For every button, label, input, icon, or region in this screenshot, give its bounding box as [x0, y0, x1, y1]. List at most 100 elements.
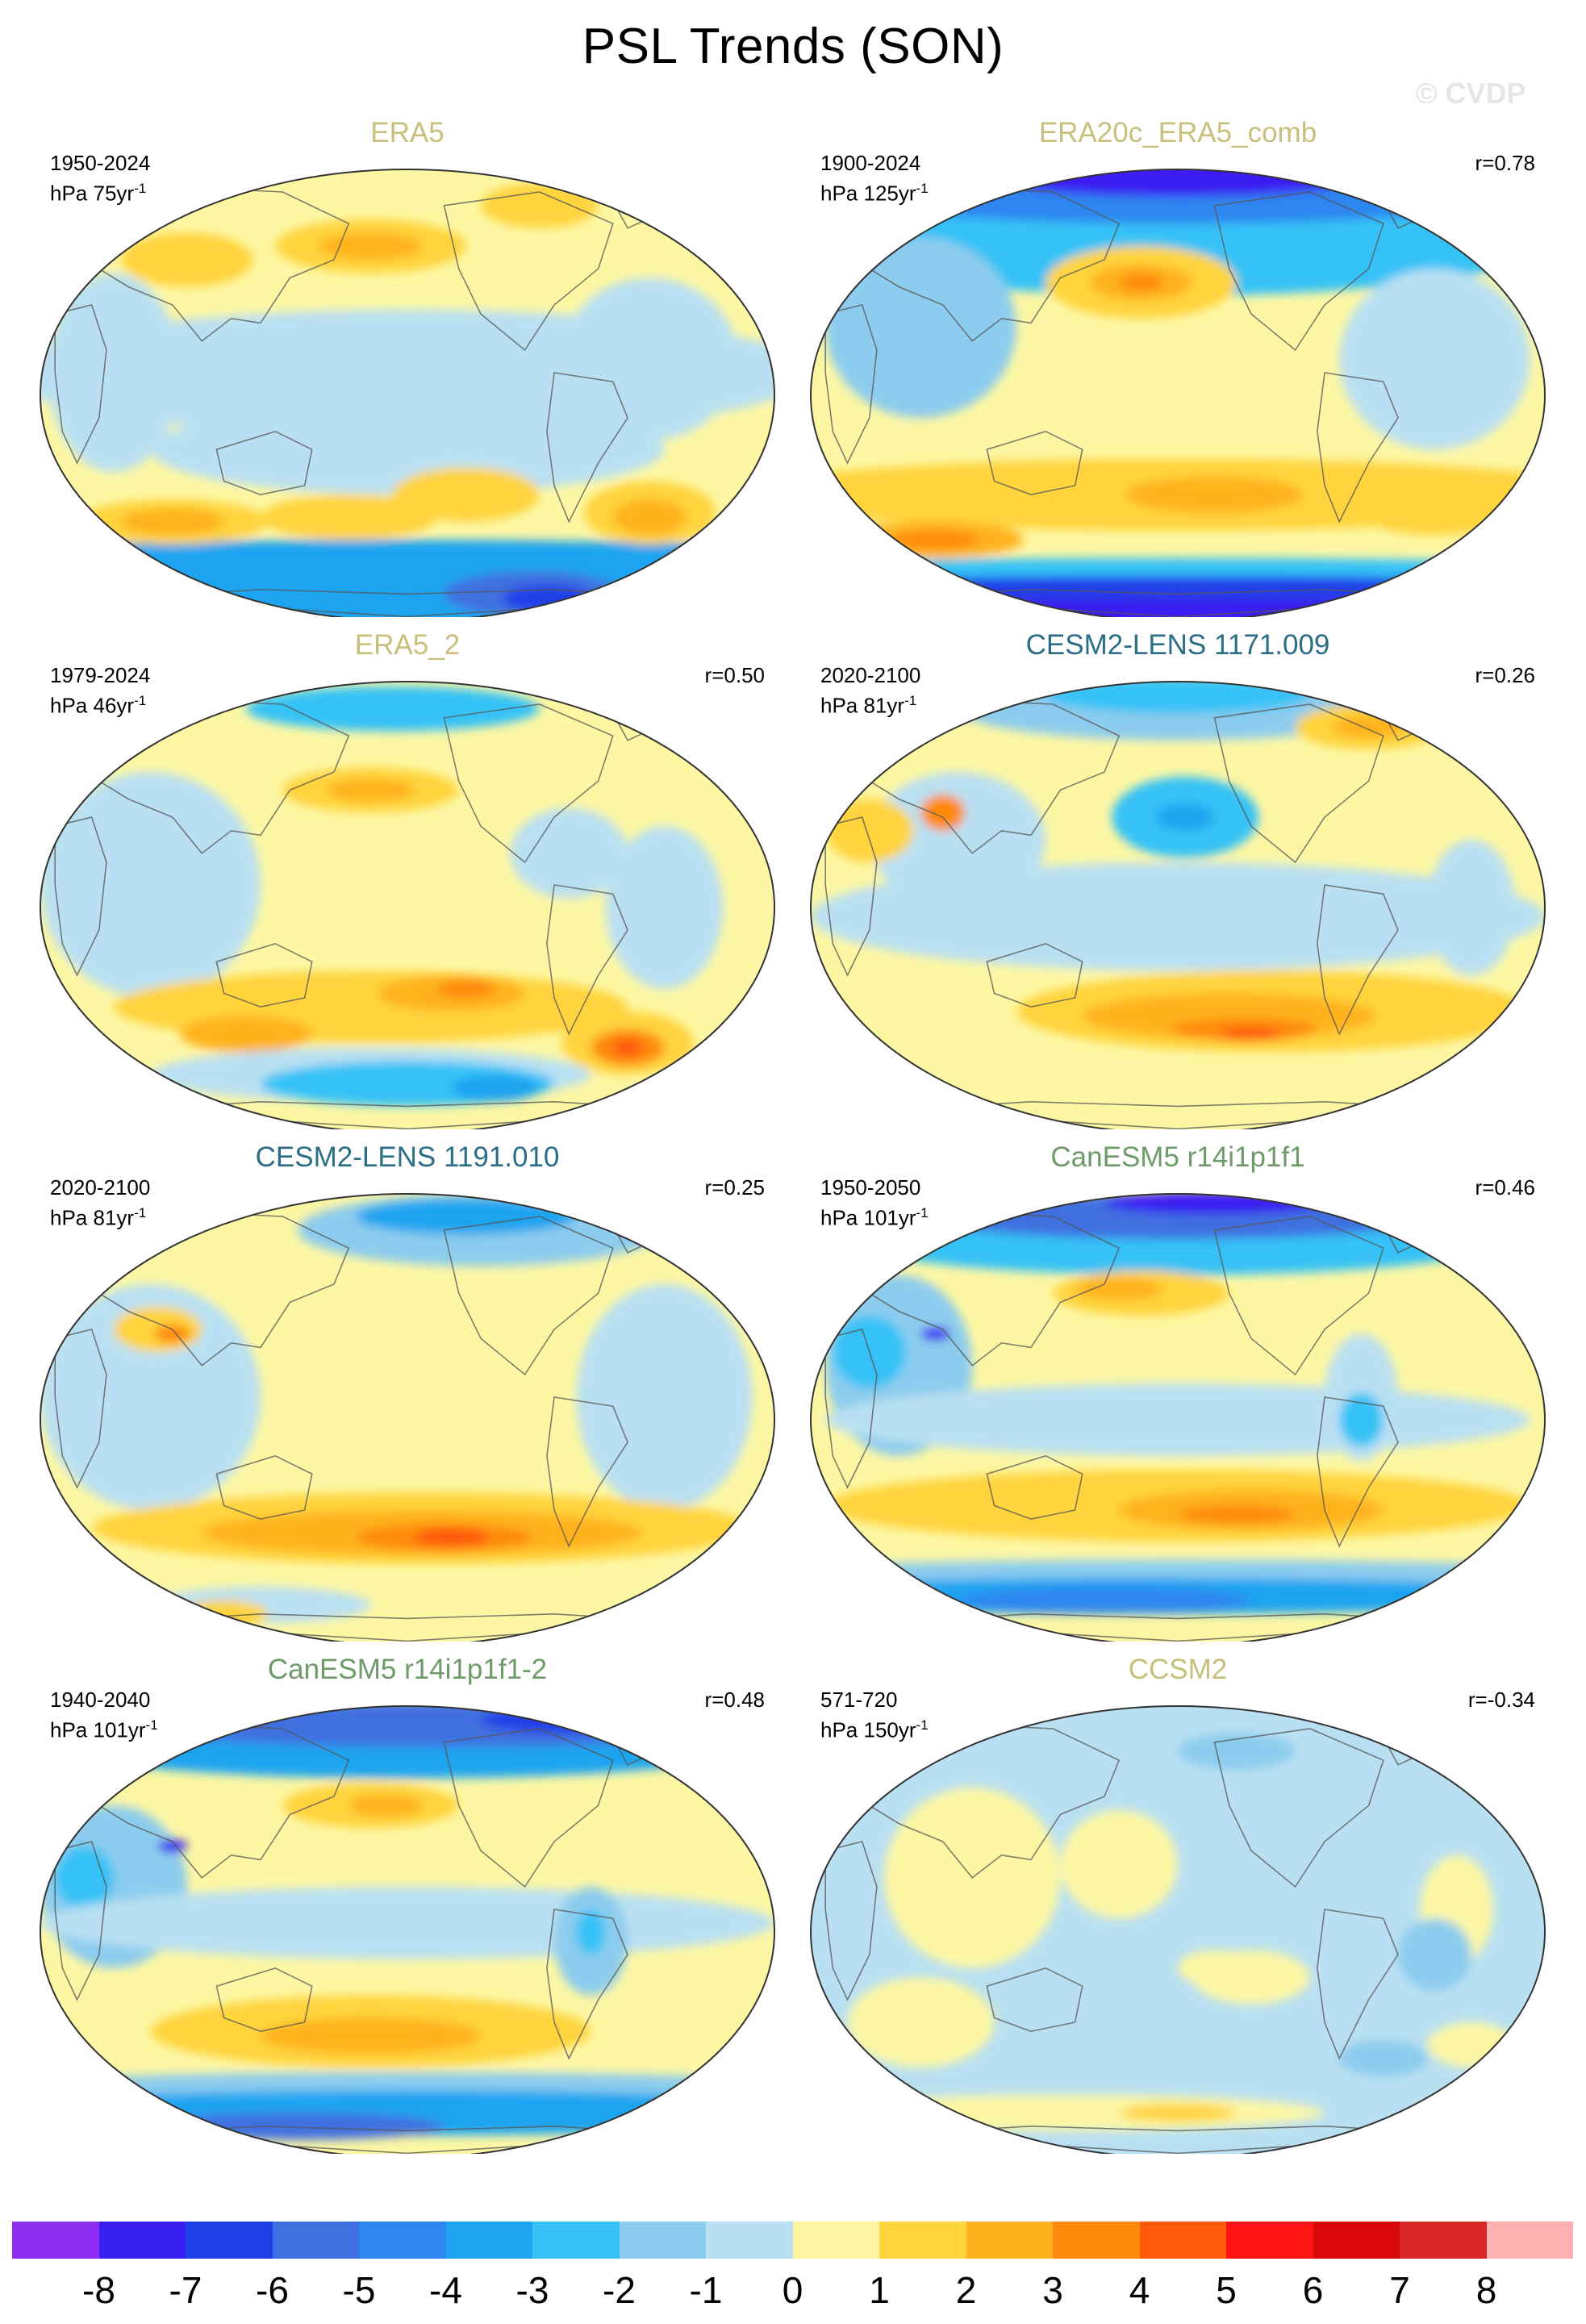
trend-anomaly-contour: [920, 1327, 950, 1341]
coastline: [443, 1216, 614, 1376]
trend-anomaly-contour: [825, 1383, 1530, 1456]
colorbar-tick-label: -3: [515, 2269, 549, 2311]
panel-title: CCSM2: [1128, 1654, 1228, 1685]
map-panel-cesm1191: CESM2-LENS 1191.010 2020-2100 hPa 81yr-1 r=…: [32, 1141, 783, 1642]
coastline: [83, 1211, 350, 1366]
trend-anomaly-contour: [415, 1528, 489, 1546]
colorbar-tick-label: -6: [256, 2269, 289, 2311]
coastline: [854, 699, 1121, 854]
trend-anomaly-contour: [121, 232, 253, 287]
colorbar-swatch: [272, 2222, 359, 2259]
colorbar-tick-label: 8: [1475, 2269, 1497, 2311]
units-label: hPa 81yr-1: [50, 1205, 147, 1230]
trend-anomaly-contour: [503, 585, 591, 612]
map-era20c: [810, 169, 1546, 617]
coastline: [824, 1329, 878, 1489]
trend-anomaly-contour: [994, 169, 1362, 197]
coastline: [883, 2125, 1472, 2154]
panel-period-units: 571-720 hPa 150yr-1: [820, 1688, 929, 1743]
panel-period-units: 2020-2100 hPa 81yr-1: [820, 663, 920, 719]
map-canesm2: [40, 1705, 775, 2154]
trend-anomaly-contour: [261, 494, 437, 540]
period-label: 1950-2050: [820, 1175, 921, 1200]
colorbar: [12, 2222, 1573, 2259]
trend-anomaly-contour: [356, 1198, 577, 1235]
colorbar-tick-label: -5: [342, 2269, 376, 2311]
trend-anomaly-contour: [40, 540, 774, 617]
coastline: [1213, 1216, 1384, 1376]
coastline: [1213, 191, 1384, 352]
panel-title: CESM2-LENS 1171.009: [1025, 629, 1330, 661]
coastline: [883, 1613, 1472, 1642]
trend-anomaly-contour: [1339, 1392, 1384, 1447]
pattern-correlation: r=0.25: [704, 1175, 765, 1200]
trend-anomaly-contour: [825, 237, 1016, 418]
colorbar-swatch: [1053, 2222, 1140, 2259]
coastline: [854, 1211, 1121, 1366]
panel-title: ERA20c_ERA5_comb: [1038, 117, 1317, 148]
trend-anomaly-contour: [1339, 2040, 1428, 2077]
pattern-correlation: r=0.78: [1475, 151, 1535, 175]
coastline: [215, 1454, 313, 1521]
coastline: [443, 1728, 614, 1888]
panel-title: CanESM5 r14i1p1f1: [1050, 1141, 1305, 1173]
colorbar-swatch: [186, 2222, 273, 2259]
colorbar-tick-label: 0: [782, 2269, 803, 2311]
coastline: [1317, 1396, 1399, 1548]
coastline: [854, 1723, 1121, 1879]
period-label: 2020-2100: [820, 663, 921, 687]
colorbar-tick-label: 3: [1042, 2269, 1063, 2311]
colorbar-tick-label: 7: [1389, 2269, 1410, 2311]
colorbar-swatch: [98, 2222, 186, 2259]
colorbar-tick-label: 4: [1129, 2269, 1150, 2311]
trend-anomaly-contour: [1427, 2022, 1516, 2067]
panel-period-units: 2020-2100 hPa 81yr-1: [50, 1175, 150, 1231]
panel-period-units: 1900-2024 hPa 125yr-1: [820, 151, 929, 207]
trend-anomaly-contour: [179, 1016, 312, 1053]
colorbar-swatch: [12, 2222, 99, 2259]
colorbar-swatch: [1139, 2222, 1226, 2259]
coastline: [113, 1613, 702, 1642]
trend-anomaly-contour: [576, 1909, 606, 1955]
map-border: [810, 169, 1546, 617]
colorbar-tick-label: 1: [869, 2269, 890, 2311]
map-canesm: [810, 1193, 1546, 1642]
coastline: [883, 1100, 1472, 1129]
pattern-correlation: r=0.26: [1475, 663, 1535, 687]
map-panel-cesm1171: CESM2-LENS 1171.009 2020-2100 hPa 81yr-1 r=…: [803, 629, 1553, 1129]
coastline: [215, 942, 313, 1008]
colorbar-swatch: [359, 2222, 446, 2259]
map-era5: [40, 169, 775, 617]
coastline: [1213, 703, 1384, 864]
coastline: [54, 1841, 107, 2001]
map-panel-era5_2: ERA5_2 1979-2024 hPa 46yr-1 r=0.50: [32, 629, 783, 1129]
trend-anomaly-contour: [392, 467, 540, 522]
map-cesm1191: [40, 1193, 775, 1642]
panel-period-units: 1950-2050 hPa 101yr-1: [820, 1175, 929, 1231]
trend-anomaly-contour: [55, 1846, 114, 1909]
trend-anomaly-contour: [1178, 1733, 1296, 1770]
coastline: [54, 304, 107, 465]
panel-title: ERA5_2: [354, 629, 461, 661]
trend-anomaly-contour: [451, 1074, 540, 1102]
colorbar-labels: -8 -7 -6 -5 -4 -3 -2 -1 0 1 2 3 4 5 6 7 8: [12, 2268, 1573, 2317]
coastline: [54, 1329, 107, 1489]
map-era5_2: [40, 681, 775, 1129]
coastline: [1317, 884, 1399, 1036]
coastline: [1317, 372, 1399, 524]
colorbar-swatch: [1486, 2222, 1573, 2259]
trend-anomaly-contour: [349, 1794, 423, 1817]
coastline: [824, 816, 878, 977]
panel-title: ERA5: [370, 117, 444, 148]
trend-anomaly-contour: [40, 1887, 774, 1959]
colorbar-swatch: [619, 2222, 706, 2259]
period-label: 1900-2024: [820, 151, 921, 175]
trend-anomaly-contour: [1178, 1505, 1296, 1524]
coastline: [1213, 1728, 1384, 1888]
map-border: [810, 1193, 1546, 1642]
trend-anomaly-contour: [245, 686, 540, 732]
coastline: [443, 703, 614, 864]
colorbar-swatch: [706, 2222, 793, 2259]
trend-anomaly-contour: [1046, 682, 1310, 714]
coastline: [986, 1454, 1083, 1521]
